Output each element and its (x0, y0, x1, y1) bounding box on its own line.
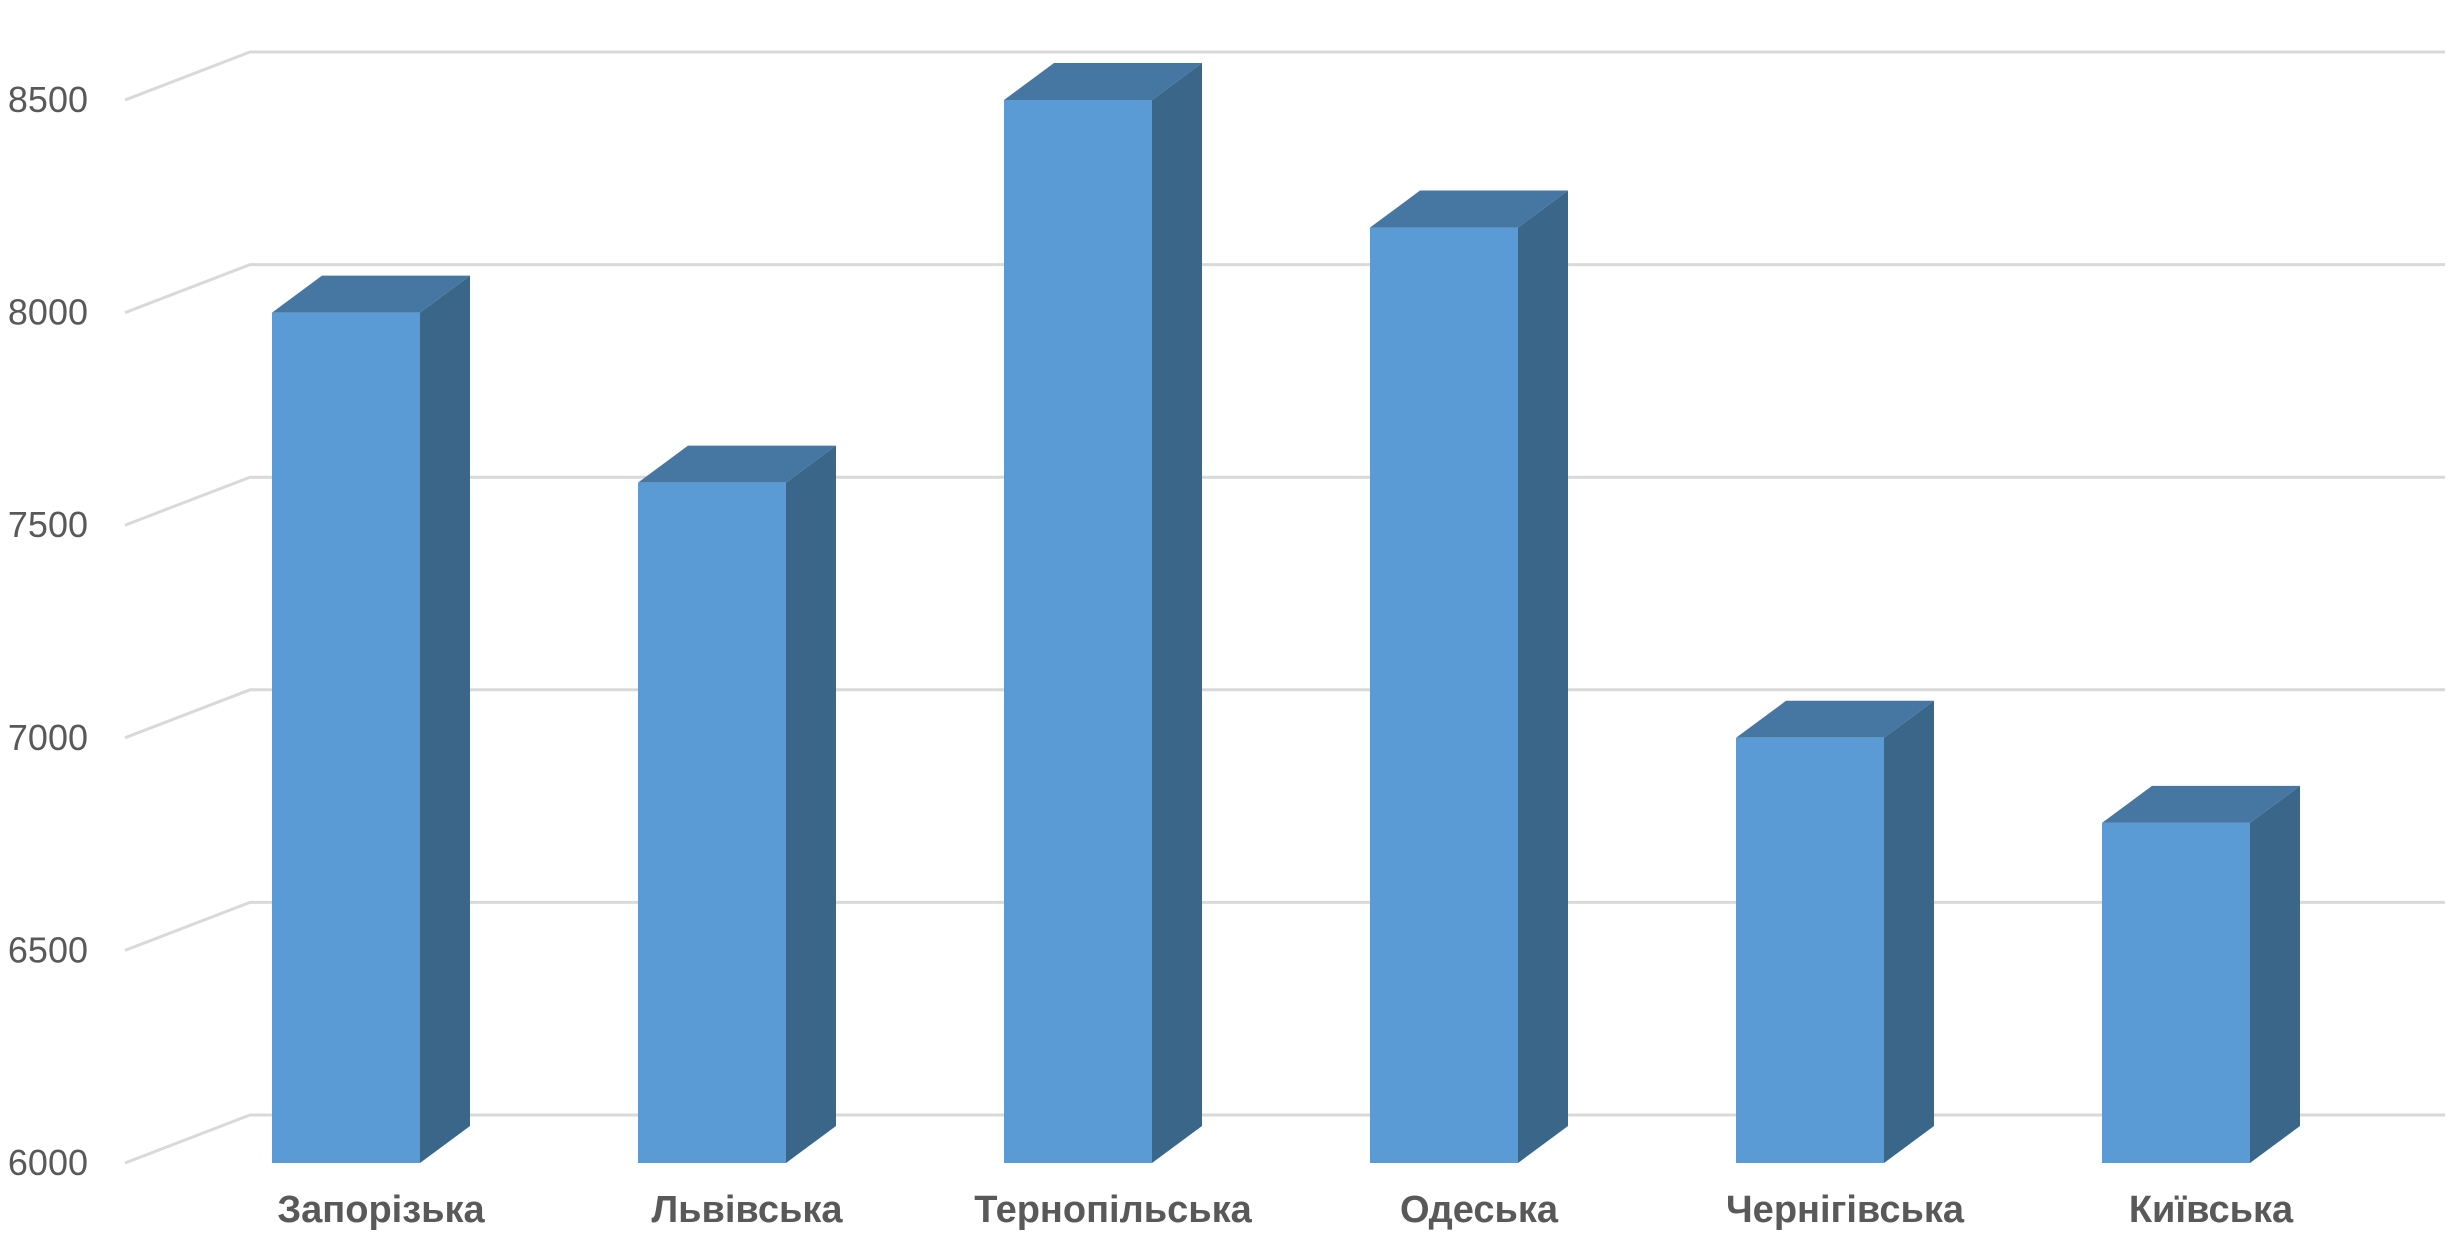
bar-side (1884, 700, 1934, 1163)
gridline (124, 50, 2445, 102)
x-axis-categories: Запорізька Львівська Тернопільська Одеська Ч… (277, 1189, 2294, 1231)
bar (272, 275, 470, 1164)
bar (1370, 190, 1568, 1163)
bar-side (1152, 63, 1202, 1163)
y-axis-ticks: 6000 6500 7000 7500 8000 8500 (8, 79, 88, 1183)
bar-side (2250, 785, 2300, 1163)
x-category-label: Чернігівська (1726, 1189, 1965, 1231)
gridlines (124, 50, 2445, 1165)
x-category-label: Запорізька (277, 1189, 485, 1231)
bar-top (638, 445, 836, 483)
bar-top (1004, 63, 1202, 100)
bar-front (1736, 737, 1884, 1163)
y-tick-label: 8000 (8, 292, 88, 333)
y-tick-label: 7500 (8, 504, 88, 545)
x-category-label: Київська (2129, 1189, 2294, 1231)
bar (1736, 700, 1934, 1163)
bar-side (786, 445, 836, 1163)
x-category-label: Тернопільська (974, 1189, 1252, 1231)
bar-front (1004, 100, 1152, 1163)
bar-top (1370, 190, 1568, 228)
bar-side (420, 275, 470, 1164)
bar-front (272, 312, 420, 1164)
bars (272, 63, 2300, 1164)
bar-front (1370, 227, 1518, 1163)
bar-top (1736, 700, 1934, 738)
bar (1004, 63, 1202, 1163)
gridline (124, 263, 2445, 315)
y-tick-label: 6000 (8, 1142, 88, 1183)
gridline (124, 1113, 2445, 1165)
y-tick-label: 8500 (8, 79, 88, 120)
bar (2102, 785, 2300, 1163)
gridline (124, 688, 2445, 740)
gridline (124, 900, 2445, 952)
x-category-label: Львівська (651, 1189, 843, 1231)
bar-front (2102, 822, 2250, 1163)
bar-top (272, 275, 470, 313)
bar (638, 445, 836, 1163)
y-tick-label: 6500 (8, 929, 88, 970)
bar-top (2102, 785, 2300, 823)
x-category-label: Одеська (1400, 1189, 1559, 1231)
y-tick-label: 7000 (8, 717, 88, 758)
bar-front (638, 482, 786, 1163)
bar-side (1518, 190, 1568, 1163)
gridline (124, 475, 2445, 527)
